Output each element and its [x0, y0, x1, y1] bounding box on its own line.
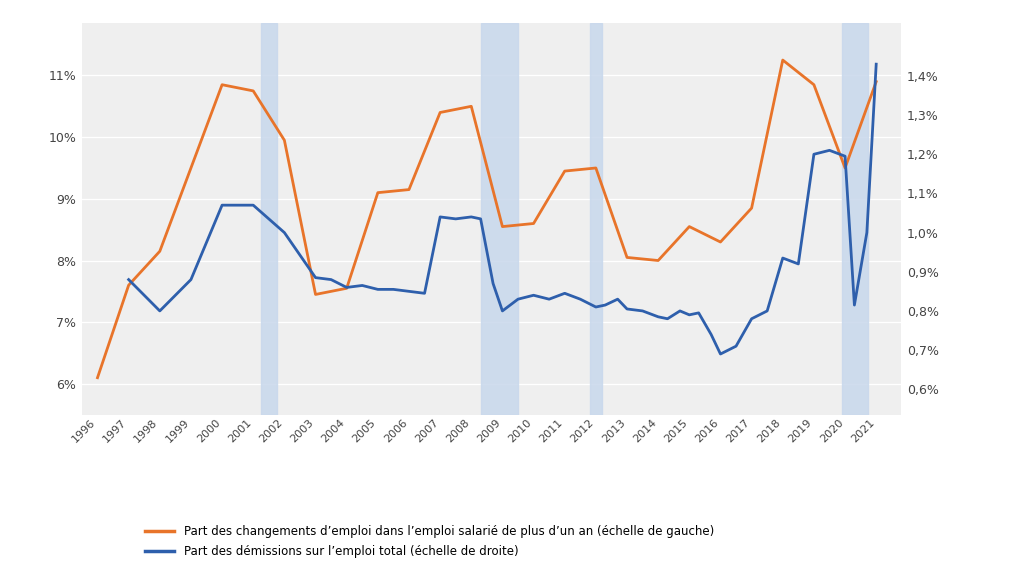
Bar — [590, 23, 602, 415]
Bar — [261, 23, 276, 415]
Bar — [480, 23, 518, 415]
Legend: Part des changements d’emploi dans l’emploi salarié de plus d’un an (échelle de : Part des changements d’emploi dans l’emp… — [139, 520, 720, 564]
Bar — [842, 23, 868, 415]
